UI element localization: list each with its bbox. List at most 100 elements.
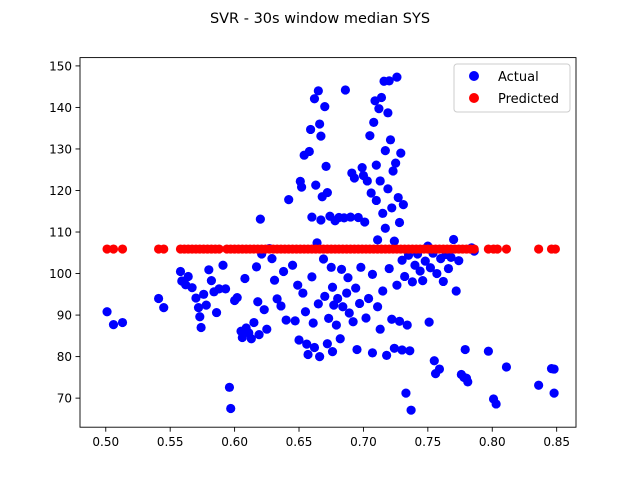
actual-point: [351, 283, 361, 293]
actual-point: [398, 200, 408, 210]
actual-point: [246, 334, 256, 344]
actual-point: [195, 312, 205, 322]
actual-point: [316, 215, 326, 225]
actual-point: [345, 212, 356, 222]
actual-point: [302, 339, 312, 349]
actual-point: [352, 344, 362, 355]
actual-point: [391, 158, 401, 168]
actual-point: [549, 388, 559, 398]
actual-point: [371, 195, 381, 206]
actual-point: [175, 266, 186, 277]
x-tick-label: 0.85: [543, 435, 570, 449]
actual-point: [429, 356, 439, 366]
actual-point: [201, 300, 211, 310]
x-tick-label: 0.80: [479, 435, 506, 449]
actual-point: [329, 300, 339, 310]
actual-point: [434, 364, 445, 374]
actual-point: [420, 256, 430, 266]
y-tick-label: 110: [49, 226, 72, 240]
actual-point: [300, 307, 311, 317]
actual-point: [360, 217, 370, 227]
actual-point: [415, 266, 425, 276]
x-tick-label: 0.70: [350, 435, 377, 449]
legend-marker-actual: [469, 71, 479, 81]
actual-point: [249, 317, 259, 328]
actual-point: [378, 208, 388, 218]
actual-point: [438, 276, 448, 287]
actual-point: [262, 324, 272, 334]
actual-point: [296, 182, 307, 192]
actual-point: [327, 282, 338, 292]
actual-point: [304, 146, 314, 157]
actual-point: [183, 271, 193, 282]
actual-point: [373, 302, 383, 312]
actual-point: [333, 293, 343, 304]
actual-point: [387, 314, 397, 324]
actual-point: [315, 119, 325, 129]
actual-point: [196, 322, 206, 333]
actual-point: [401, 388, 411, 398]
actual-point: [362, 176, 372, 186]
actual-point: [309, 342, 320, 353]
actual-point: [369, 117, 379, 127]
actual-point: [357, 163, 367, 173]
x-axis: 0.50 0.55 0.60 0.65 0.70 0.75 0.80 0.85: [92, 427, 570, 449]
actual-point: [240, 273, 250, 284]
actual-point: [483, 346, 493, 356]
predicted-point: [492, 244, 503, 254]
actual-point: [306, 124, 316, 135]
actual-point: [344, 308, 354, 318]
actual-point: [320, 102, 330, 112]
predicted-point: [534, 244, 544, 254]
actual-point: [424, 317, 434, 327]
predicted-point: [117, 244, 128, 254]
y-tick-label: 150: [49, 59, 72, 73]
actual-point: [405, 346, 415, 356]
actual-point: [501, 362, 512, 372]
actual-point: [309, 94, 320, 104]
actual-point: [371, 160, 381, 170]
actual-point: [443, 263, 454, 274]
actual-point: [354, 298, 365, 309]
actual-point: [378, 286, 388, 296]
actual-point: [454, 256, 464, 266]
plot-frame: [79, 57, 577, 428]
actual-point: [380, 223, 390, 233]
actual-point: [342, 288, 352, 298]
actual-point: [307, 272, 317, 282]
x-tick-label: 0.65: [286, 435, 313, 449]
actual-point: [397, 255, 407, 265]
actual-point: [311, 180, 321, 190]
actual-point: [307, 212, 317, 222]
actual-point: [326, 262, 336, 272]
actual-point: [117, 317, 128, 328]
actual-point: [534, 380, 544, 390]
legend-label-actual: Actual: [498, 70, 539, 85]
legend-marker-predicted: [469, 93, 479, 103]
actual-point: [389, 236, 399, 246]
actual-point: [253, 297, 263, 307]
actual-point: [491, 399, 501, 409]
actual-point: [363, 293, 374, 304]
predicted-point: [469, 244, 479, 254]
actual-point: [320, 291, 330, 301]
actual-point: [276, 301, 286, 311]
actual-point: [281, 315, 291, 325]
actual-point: [387, 203, 397, 213]
actual-point: [272, 294, 282, 304]
actual-point: [373, 235, 383, 245]
points-layer: [102, 72, 560, 415]
actual-point: [340, 85, 350, 95]
actual-point: [259, 305, 269, 315]
actual-point: [383, 108, 393, 118]
actual-point: [214, 284, 224, 294]
y-tick-label: 140: [49, 101, 72, 115]
actual-point: [388, 166, 398, 176]
actual-point: [392, 72, 402, 82]
actual-point: [402, 320, 412, 330]
actual-point: [425, 263, 436, 273]
actual-point: [418, 276, 428, 286]
actual-point: [384, 263, 394, 274]
actual-point: [384, 76, 394, 86]
